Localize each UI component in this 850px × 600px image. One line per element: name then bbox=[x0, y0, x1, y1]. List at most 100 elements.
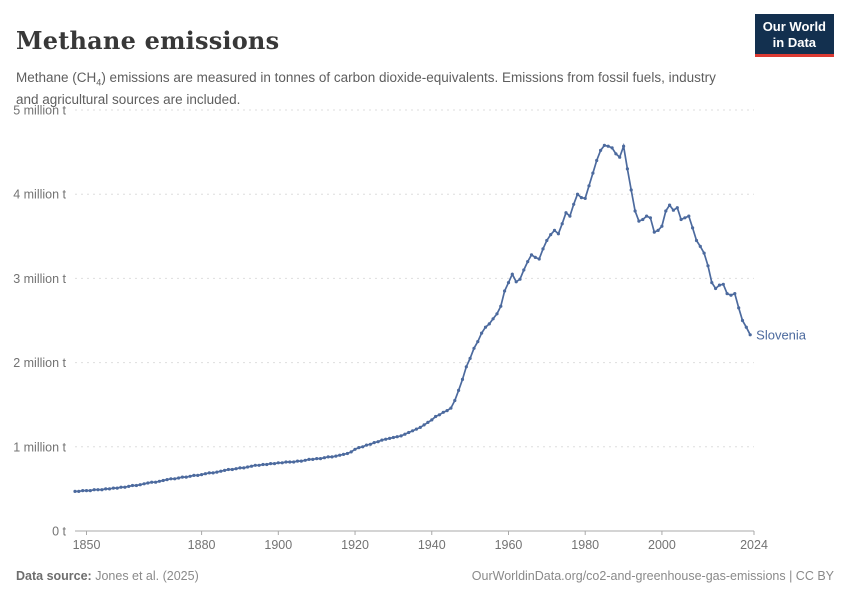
data-point[interactable] bbox=[407, 430, 411, 435]
data-point[interactable] bbox=[341, 452, 346, 456]
data-point[interactable] bbox=[330, 455, 334, 459]
data-point[interactable] bbox=[729, 293, 733, 297]
data-point[interactable] bbox=[226, 467, 230, 472]
data-point[interactable] bbox=[119, 485, 123, 489]
data-point[interactable] bbox=[740, 318, 745, 323]
data-point[interactable] bbox=[748, 333, 752, 337]
data-point[interactable] bbox=[150, 480, 154, 484]
data-point[interactable] bbox=[675, 206, 679, 210]
data-point[interactable] bbox=[292, 460, 296, 464]
data-point[interactable] bbox=[77, 489, 81, 493]
data-point[interactable] bbox=[219, 469, 223, 473]
data-point[interactable] bbox=[299, 459, 303, 463]
data-point[interactable] bbox=[422, 423, 426, 427]
data-point[interactable] bbox=[88, 489, 92, 493]
data-point[interactable] bbox=[399, 434, 403, 438]
data-point[interactable] bbox=[249, 464, 254, 468]
data-point[interactable] bbox=[257, 463, 261, 467]
data-point[interactable] bbox=[372, 441, 376, 445]
data-point[interactable] bbox=[564, 211, 568, 215]
data-point[interactable] bbox=[345, 451, 349, 456]
data-point[interactable] bbox=[115, 486, 119, 490]
data-point[interactable] bbox=[702, 251, 706, 255]
data-point[interactable] bbox=[223, 468, 227, 472]
data-point[interactable] bbox=[629, 188, 633, 192]
data-point[interactable] bbox=[234, 467, 238, 471]
data-point[interactable] bbox=[691, 226, 695, 230]
data-point[interactable] bbox=[694, 238, 699, 243]
emissions-line[interactable] bbox=[75, 142, 751, 493]
data-point[interactable] bbox=[614, 152, 618, 156]
data-point[interactable] bbox=[595, 158, 599, 163]
data-point[interactable] bbox=[230, 467, 234, 472]
data-point[interactable] bbox=[376, 440, 380, 444]
data-point[interactable] bbox=[353, 447, 357, 451]
data-point[interactable] bbox=[460, 377, 465, 381]
data-point[interactable] bbox=[679, 217, 683, 222]
data-point[interactable] bbox=[514, 280, 518, 284]
data-point[interactable] bbox=[177, 476, 181, 480]
data-point[interactable] bbox=[196, 473, 200, 477]
data-point[interactable] bbox=[625, 167, 630, 171]
data-point[interactable] bbox=[403, 432, 407, 436]
data-point[interactable] bbox=[361, 445, 365, 449]
data-point[interactable] bbox=[180, 475, 184, 479]
data-point[interactable] bbox=[138, 483, 142, 487]
data-point[interactable] bbox=[154, 480, 158, 484]
data-point[interactable] bbox=[246, 465, 250, 469]
data-point[interactable] bbox=[591, 171, 595, 175]
data-point[interactable] bbox=[717, 283, 722, 287]
data-point[interactable] bbox=[468, 356, 472, 360]
data-point[interactable] bbox=[111, 486, 115, 490]
data-point[interactable] bbox=[721, 282, 725, 286]
data-point[interactable] bbox=[503, 289, 507, 293]
data-point[interactable] bbox=[295, 459, 300, 463]
data-point[interactable] bbox=[744, 325, 748, 329]
data-point[interactable] bbox=[161, 478, 165, 483]
data-point[interactable] bbox=[265, 462, 269, 467]
data-point[interactable] bbox=[253, 463, 257, 467]
data-point[interactable] bbox=[480, 331, 484, 335]
data-point[interactable] bbox=[303, 458, 307, 462]
license-credit[interactable]: OurWorldinData.org/co2-and-greenhouse-ga… bbox=[471, 569, 834, 583]
data-point[interactable] bbox=[391, 435, 395, 440]
data-point[interactable] bbox=[165, 478, 169, 482]
data-point[interactable] bbox=[510, 272, 514, 276]
data-point[interactable] bbox=[526, 260, 530, 264]
data-point[interactable] bbox=[518, 277, 522, 281]
data-point[interactable] bbox=[215, 470, 219, 474]
data-point[interactable] bbox=[326, 455, 330, 459]
data-point[interactable] bbox=[664, 209, 668, 213]
data-point[interactable] bbox=[100, 488, 104, 492]
data-point[interactable] bbox=[200, 473, 204, 477]
data-point[interactable] bbox=[73, 489, 77, 493]
data-point[interactable] bbox=[575, 192, 580, 196]
data-point[interactable] bbox=[207, 471, 211, 475]
data-point[interactable] bbox=[449, 406, 453, 410]
data-point[interactable] bbox=[541, 247, 545, 251]
data-point[interactable] bbox=[134, 483, 138, 488]
data-point[interactable] bbox=[96, 488, 100, 492]
data-point[interactable] bbox=[203, 472, 207, 476]
data-point[interactable] bbox=[272, 462, 277, 466]
data-point[interactable] bbox=[288, 460, 292, 464]
data-point[interactable] bbox=[737, 306, 741, 310]
data-point[interactable] bbox=[487, 322, 491, 326]
data-point[interactable] bbox=[211, 471, 215, 475]
data-point[interactable] bbox=[652, 230, 656, 234]
data-point[interactable] bbox=[395, 435, 399, 439]
data-point[interactable] bbox=[645, 214, 649, 218]
data-point[interactable] bbox=[426, 420, 430, 424]
data-point[interactable] bbox=[495, 312, 499, 316]
data-point[interactable] bbox=[483, 325, 488, 329]
data-point[interactable] bbox=[687, 214, 691, 218]
data-point[interactable] bbox=[506, 281, 511, 285]
data-point[interactable] bbox=[445, 409, 449, 413]
data-point[interactable] bbox=[529, 253, 534, 257]
data-point[interactable] bbox=[698, 244, 702, 248]
data-point[interactable] bbox=[457, 388, 461, 392]
data-point[interactable] bbox=[380, 438, 384, 442]
data-point[interactable] bbox=[388, 436, 392, 440]
data-point[interactable] bbox=[81, 489, 85, 493]
data-point[interactable] bbox=[522, 268, 526, 272]
